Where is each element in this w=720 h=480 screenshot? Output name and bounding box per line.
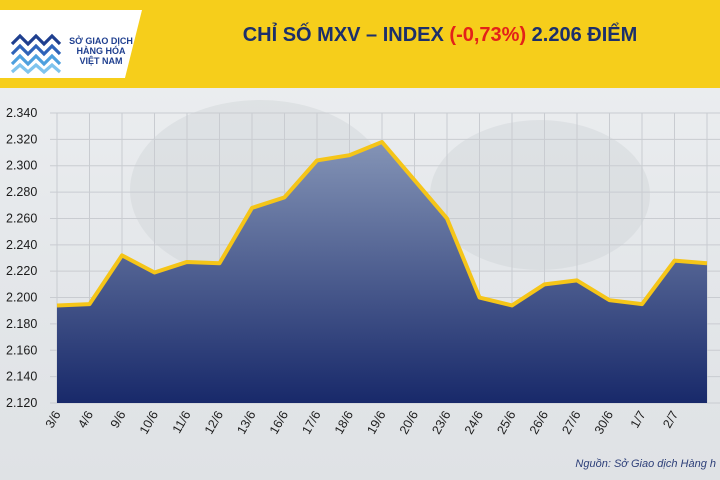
source-note: Nguồn: Sở Giao dịch Hàng h bbox=[575, 458, 716, 470]
chart-title: CHỈ SỐ MXV – INDEX (-0,73%) 2.206 ĐIỂM bbox=[160, 24, 720, 64]
company-name-line: VIỆT NAM bbox=[79, 56, 123, 66]
series-area bbox=[57, 142, 707, 403]
y-axis-tick-labels: 2.120 2.140 2.160 2.180 2.200 2.220 2.240 2.260… bbox=[6, 106, 37, 410]
x-tick-label: 24/6 bbox=[462, 408, 486, 436]
header-bar: SỞ GIAO DỊCH HÀNG HÓA VIỆT NAM CHỈ SỐ MX… bbox=[0, 0, 720, 88]
y-tick-label: 2.180 bbox=[6, 317, 37, 331]
x-tick-label: 26/6 bbox=[527, 408, 551, 436]
company-logo-icon bbox=[10, 33, 62, 74]
x-tick-label: 17/6 bbox=[299, 408, 323, 436]
x-tick-label: 4/6 bbox=[75, 408, 96, 430]
y-tick-label: 2.260 bbox=[6, 211, 37, 225]
y-tick-label: 2.200 bbox=[6, 291, 37, 305]
title-main: CHỈ SỐ MXV – INDEX bbox=[242, 24, 450, 46]
x-tick-label: 3/6 bbox=[43, 408, 64, 430]
x-tick-label: 11/6 bbox=[170, 408, 194, 435]
x-tick-label: 30/6 bbox=[592, 408, 616, 436]
x-tick-label: 12/6 bbox=[202, 408, 226, 436]
y-tick-label: 2.120 bbox=[6, 396, 37, 410]
y-tick-label: 2.140 bbox=[6, 370, 37, 384]
x-tick-label: 16/6 bbox=[267, 408, 291, 436]
y-tick-label: 2.160 bbox=[6, 343, 37, 357]
title-index-value: 2.206 ĐIỂM bbox=[526, 24, 638, 46]
logo-panel: SỞ GIAO DỊCH HÀNG HÓA VIỆT NAM bbox=[0, 10, 142, 78]
x-tick-label: 27/6 bbox=[559, 408, 583, 436]
y-tick-label: 2.280 bbox=[6, 185, 37, 199]
title-change-percent: (-0,73%) bbox=[449, 24, 527, 46]
x-axis-tick-labels: 3/6 4/6 9/6 10/6 11/6 12/6 13/6 16/6 17/6 18/6 19/… bbox=[43, 408, 681, 436]
x-tick-label: 9/6 bbox=[108, 408, 129, 430]
company-name-line: HÀNG HÓA bbox=[76, 46, 126, 56]
y-tick-label: 2.300 bbox=[6, 159, 37, 173]
x-tick-label: 1/7 bbox=[628, 408, 649, 430]
x-tick-label: 10/6 bbox=[137, 408, 161, 436]
y-tick-label: 2.240 bbox=[6, 238, 37, 252]
series-line bbox=[56, 140, 708, 308]
x-tick-label: 20/6 bbox=[397, 408, 421, 436]
x-tick-label: 25/6 bbox=[494, 408, 518, 436]
y-tick-label: 2.340 bbox=[6, 106, 37, 120]
x-tick-label: 13/6 bbox=[234, 408, 258, 436]
y-tick-label: 2.320 bbox=[6, 132, 37, 146]
company-name: SỞ GIAO DỊCH HÀNG HÓA VIỆT NAM bbox=[66, 36, 136, 66]
company-name-line: SỞ GIAO DỊCH bbox=[69, 36, 133, 46]
x-tick-label: 19/6 bbox=[364, 408, 388, 436]
x-tick-label: 23/6 bbox=[429, 408, 453, 436]
x-tick-label: 18/6 bbox=[332, 408, 356, 436]
y-tick-label: 2.220 bbox=[6, 264, 37, 278]
x-tick-label: 2/7 bbox=[660, 408, 681, 430]
